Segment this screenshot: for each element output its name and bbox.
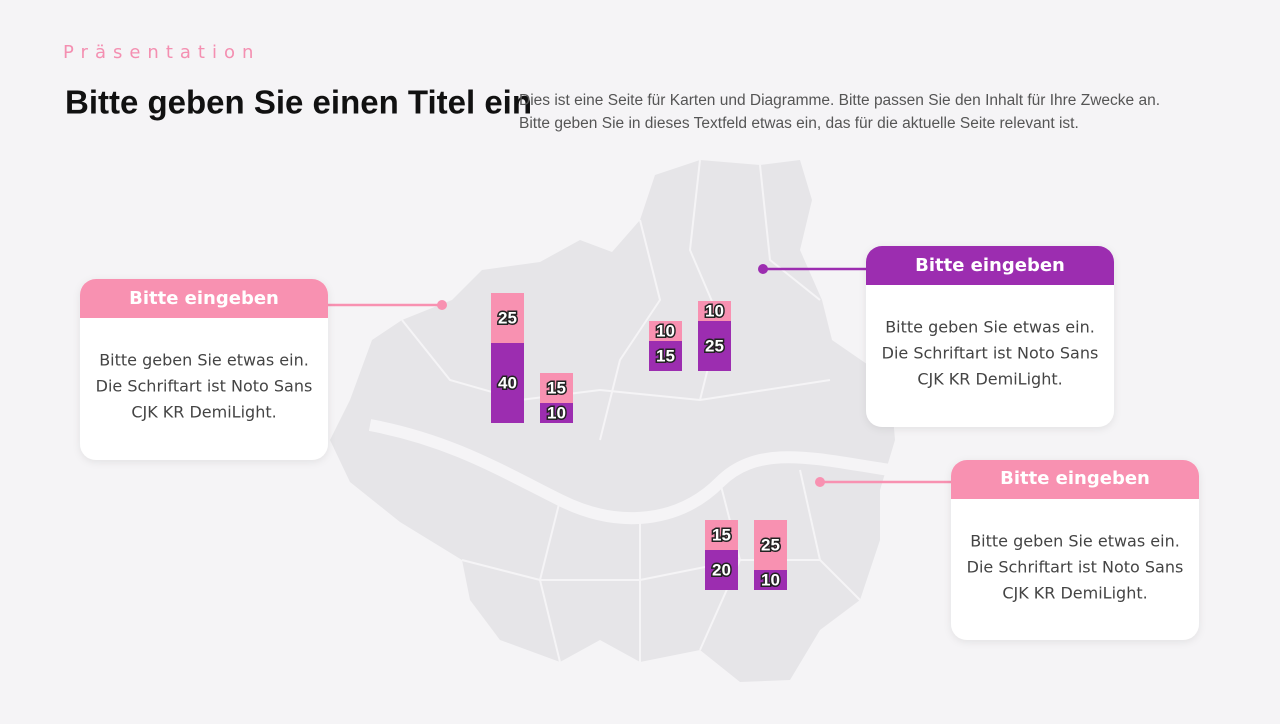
callout-text: CJK KR DemiLight. xyxy=(917,370,1062,389)
data-label: 15 xyxy=(656,346,675,365)
callout-text: Die Schriftart ist Noto Sans xyxy=(96,377,313,396)
data-label: 15 xyxy=(547,378,566,397)
stacked-bar-chart: 20 15 10 25 xyxy=(705,520,787,591)
callout-text: Die Schriftart ist Noto Sans xyxy=(967,558,1184,577)
callout-title: Bitte eingeben xyxy=(915,255,1065,276)
callout-text: CJK KR DemiLight. xyxy=(131,403,276,422)
charts: 40 25 10 15 15 10 25 10 20 15 10 25 xyxy=(491,293,787,591)
bar-segment xyxy=(649,341,682,371)
connector-dot xyxy=(815,477,825,487)
stacked-bar-chart: 15 10 25 10 xyxy=(649,300,731,371)
river xyxy=(368,419,891,525)
bar-segment xyxy=(754,520,787,570)
description: Bitte geben Sie in dieses Textfeld etwas… xyxy=(519,115,1079,132)
callout-box xyxy=(951,460,1199,640)
callout-text: Bitte geben Sie etwas ein. xyxy=(970,532,1180,551)
callout: Bitte eingeben Bitte geben Sie etwas ein… xyxy=(80,279,447,460)
callout-box xyxy=(80,279,328,460)
data-label: 10 xyxy=(761,570,780,589)
kicker: Präsentation xyxy=(63,42,260,63)
data-label: 10 xyxy=(656,321,675,340)
callout-title: Bitte eingeben xyxy=(129,288,279,309)
bar-segment xyxy=(649,321,682,341)
bar-segment xyxy=(705,550,738,590)
callout-header xyxy=(866,246,1114,285)
connector-dot xyxy=(437,300,447,310)
bar-segment xyxy=(491,343,524,423)
data-label: 40 xyxy=(498,373,517,392)
bar-segment xyxy=(754,570,787,590)
data-label: 10 xyxy=(705,301,724,320)
bar-segment xyxy=(540,403,573,423)
callout: Bitte eingeben Bitte geben Sie etwas ein… xyxy=(758,246,1114,427)
title: Bitte geben Sie einen Titel ein xyxy=(65,84,532,121)
stacked-bar-chart: 40 25 10 15 xyxy=(491,293,573,424)
data-label: 15 xyxy=(712,525,731,544)
map xyxy=(330,159,895,682)
callout-text: Bitte geben Sie etwas ein. xyxy=(885,318,1095,337)
connector-dot xyxy=(758,264,768,274)
bar-segment xyxy=(540,373,573,403)
map-shape xyxy=(330,160,895,682)
data-label: 20 xyxy=(712,560,731,579)
data-label: 10 xyxy=(547,403,566,422)
callout-title: Bitte eingeben xyxy=(1000,468,1150,489)
callout-box xyxy=(866,246,1114,427)
description: Dies ist eine Seite für Karten und Diagr… xyxy=(519,92,1160,109)
callout-text: Die Schriftart ist Noto Sans xyxy=(882,344,1099,363)
bar-segment xyxy=(491,293,524,343)
bar-segment xyxy=(705,520,738,550)
callout-header xyxy=(80,279,328,318)
data-label: 25 xyxy=(498,308,517,327)
callout-text: Bitte geben Sie etwas ein. xyxy=(99,351,309,370)
data-label: 25 xyxy=(705,336,724,355)
callout-text: CJK KR DemiLight. xyxy=(1002,584,1147,603)
callout: Bitte eingeben Bitte geben Sie etwas ein… xyxy=(815,460,1199,640)
data-label: 25 xyxy=(761,535,780,554)
callout-header xyxy=(951,460,1199,499)
bar-segment xyxy=(698,301,731,321)
bar-segment xyxy=(698,321,731,371)
